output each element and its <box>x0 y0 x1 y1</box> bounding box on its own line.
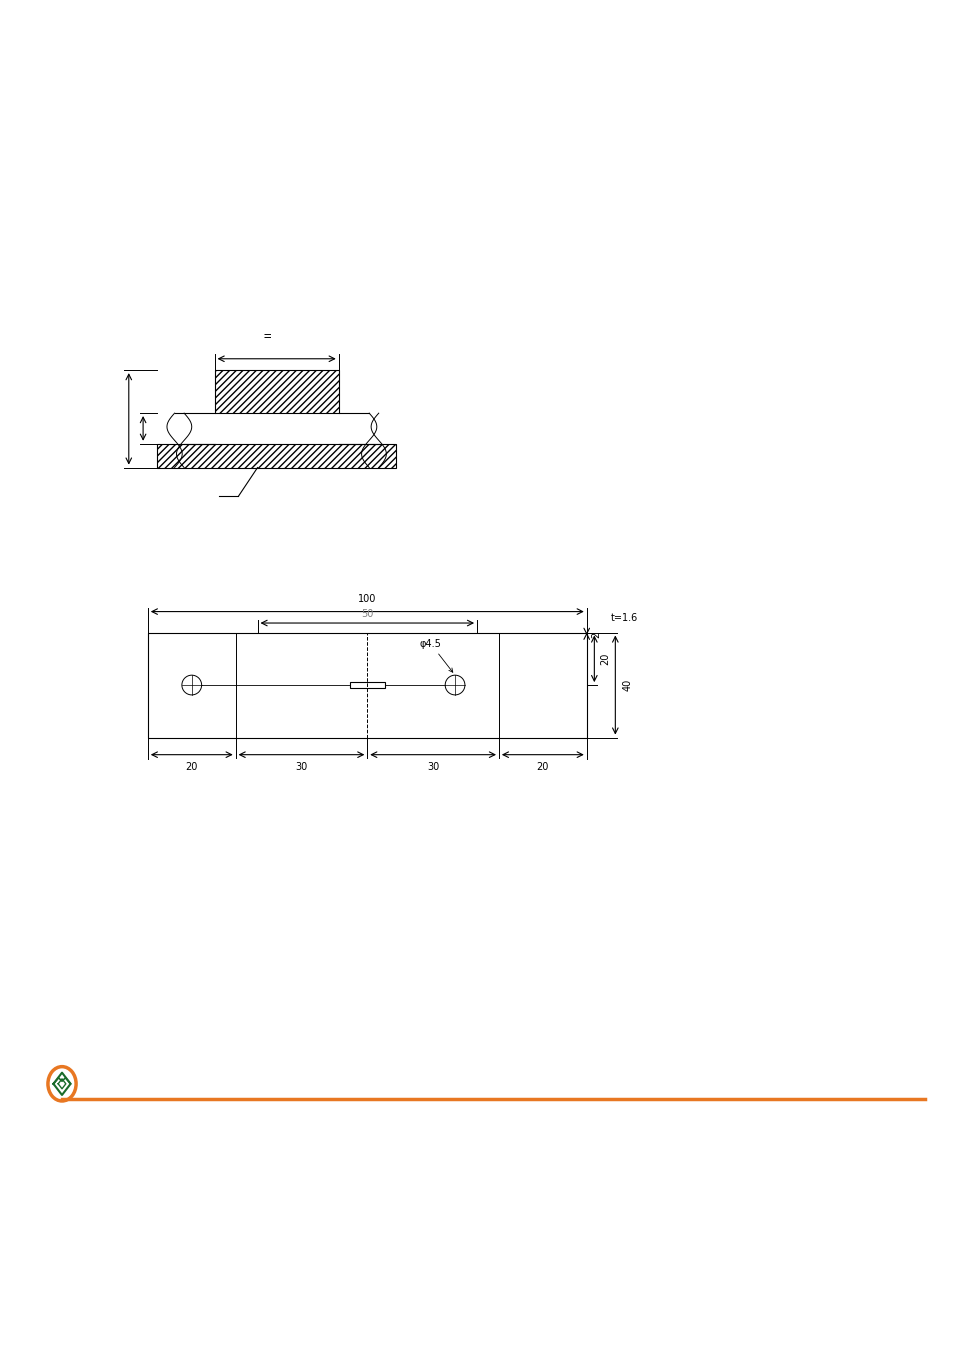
Text: 2: 2 <box>591 632 600 638</box>
Text: 50: 50 <box>361 609 373 619</box>
Text: t=1.6: t=1.6 <box>610 613 638 623</box>
Ellipse shape <box>48 1067 76 1101</box>
Bar <box>157 443 395 467</box>
Text: 30: 30 <box>295 762 307 773</box>
Bar <box>350 682 384 688</box>
Text: 40: 40 <box>622 680 632 692</box>
Text: 100: 100 <box>357 594 376 604</box>
Text: 20: 20 <box>186 762 197 773</box>
Bar <box>214 370 338 413</box>
Bar <box>148 632 586 738</box>
Text: =: = <box>263 331 271 343</box>
Text: 20: 20 <box>537 762 548 773</box>
Text: 30: 30 <box>427 762 438 773</box>
Text: φ4.5: φ4.5 <box>419 639 453 673</box>
Text: 20: 20 <box>599 653 609 665</box>
